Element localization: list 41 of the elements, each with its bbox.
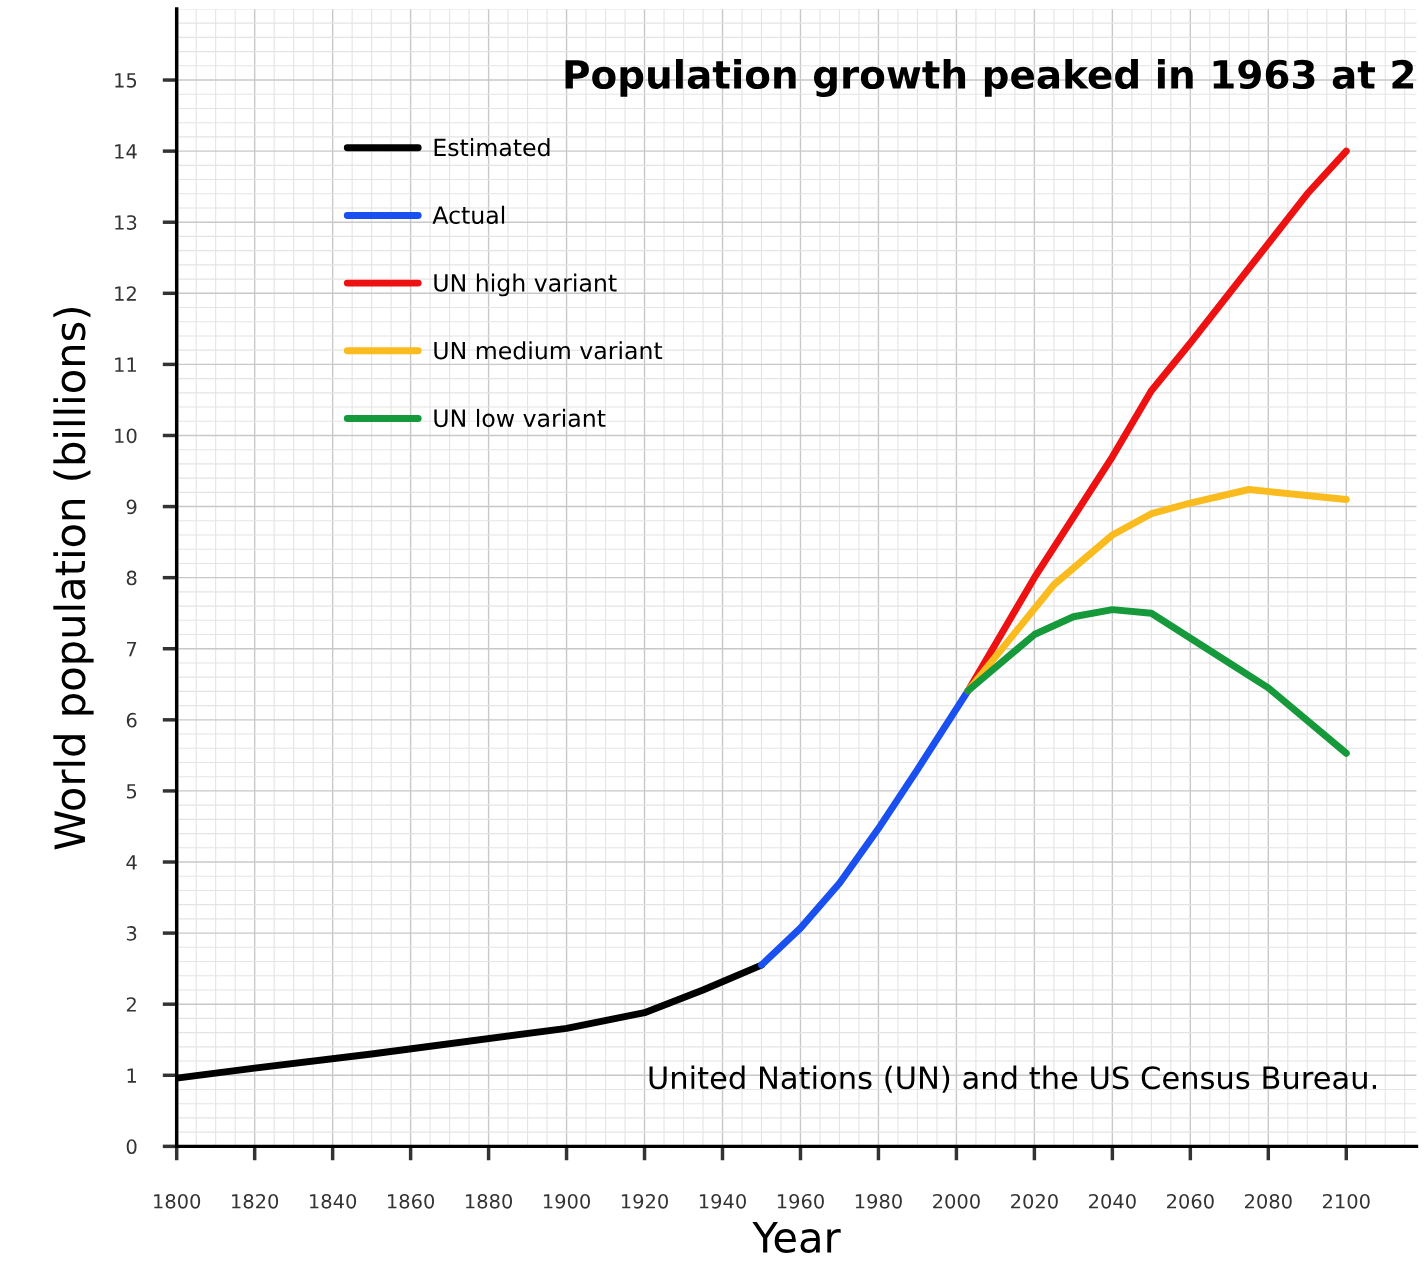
x-tick-label: 2000	[933, 1193, 980, 1209]
y-tick-label: 2	[126, 997, 136, 1012]
y-tick-label: 9	[126, 499, 137, 515]
x-tick-label: 1840	[310, 1193, 357, 1209]
text: Population growth peaked in 1963 at 2	[565, 59, 1414, 97]
y-tick-label: 1	[127, 1068, 137, 1083]
x-tick-label: 1820	[232, 1193, 279, 1209]
y-tick-label: 15	[115, 73, 137, 88]
x-tick-label: 1880	[465, 1193, 513, 1209]
y-tick-label: 7	[127, 641, 137, 657]
y-tick-label: 11	[115, 357, 137, 372]
y-tick-label: 8	[126, 570, 137, 586]
y-tick-label: 6	[126, 712, 137, 728]
x-tick-label: 1980	[855, 1193, 902, 1209]
x-tick-label: 1940	[699, 1193, 746, 1209]
x-tick-label: 1800	[154, 1193, 201, 1209]
y-axis-title: World population (billions)	[53, 308, 94, 850]
x-tick-label: 2040	[1089, 1193, 1136, 1209]
x-tick-label: 1920	[621, 1193, 668, 1209]
x-tick-label: 2100	[1322, 1193, 1370, 1209]
legend-label: Actual	[432, 205, 505, 225]
y-tick-label: 3	[126, 926, 137, 941]
x-tick-label: 2080	[1244, 1193, 1292, 1209]
annotation: United Nations (UN) and the US Census Bureau.	[649, 1065, 1376, 1093]
y-tick-label: 14	[115, 144, 137, 159]
legend-label: UN medium variant	[434, 341, 663, 360]
y-tick-label: 0	[126, 1139, 137, 1155]
y-tick-label: 5	[126, 784, 137, 799]
y-tick-label: 13	[115, 215, 137, 230]
legend-label: UN low variant	[434, 408, 606, 428]
x-tick-label: 1960	[777, 1193, 824, 1209]
y-tick-label: 10	[115, 428, 137, 444]
legend-label: Estimated	[434, 138, 550, 157]
x-axis-title: Year	[752, 1222, 841, 1253]
y-tick-label: 12	[115, 286, 136, 301]
x-tick-label: 2060	[1167, 1193, 1214, 1209]
x-tick-label: 1900	[543, 1193, 591, 1209]
x-tick-label: 2020	[1011, 1193, 1058, 1209]
x-tick-label: 1860	[388, 1193, 435, 1209]
y-tick-label: 4	[126, 855, 137, 870]
legend-label: UN high variant	[434, 273, 617, 297]
